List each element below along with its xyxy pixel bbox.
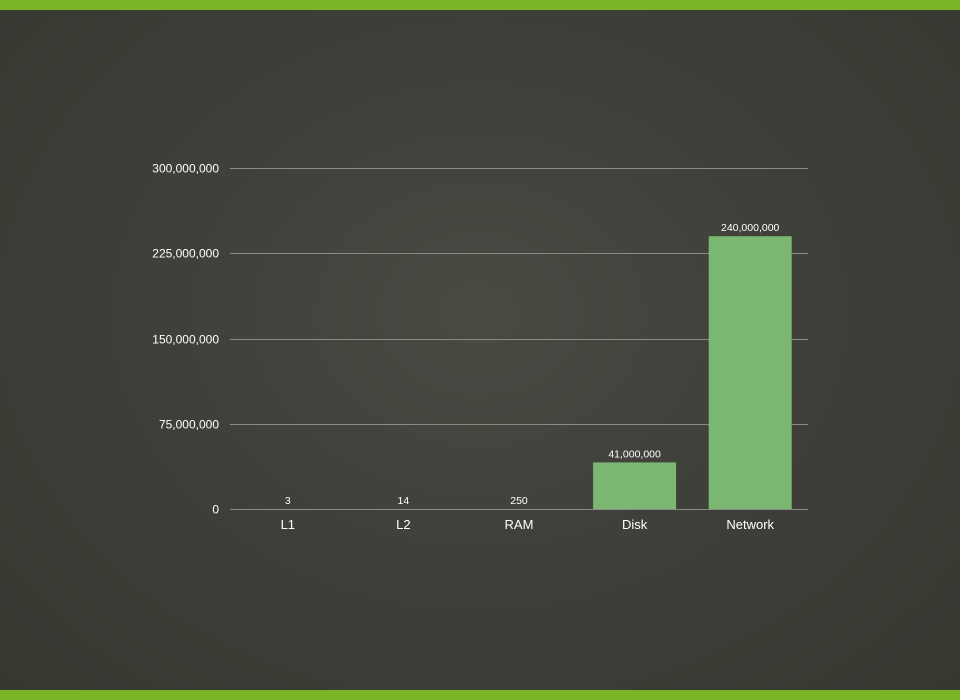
bars — [361, 236, 792, 509]
x-tick-label: RAM — [505, 517, 534, 532]
x-axis-ticks: L1 L2 RAM Disk Network — [281, 517, 775, 532]
data-labels: 3 14 250 41,000,000 240,000,000 — [285, 222, 780, 507]
x-tick-label: L2 — [396, 517, 410, 532]
y-axis-ticks: 0 75,000,000 150,000,000 225,000,000 300,000… — [152, 162, 219, 517]
x-tick-label: L1 — [281, 517, 295, 532]
y-tick-label: 225,000,000 — [152, 247, 219, 261]
data-label: 14 — [398, 495, 410, 507]
bottom-accent-bar — [0, 690, 960, 700]
y-tick-label: 75,000,000 — [159, 418, 219, 432]
data-label: 41,000,000 — [608, 448, 661, 460]
data-label: 3 — [285, 495, 291, 507]
x-tick-label: Disk — [622, 517, 648, 532]
y-tick-label: 150,000,000 — [152, 333, 219, 347]
x-tick-label: Network — [726, 517, 774, 532]
data-label: 240,000,000 — [721, 222, 780, 234]
y-tick-label: 300,000,000 — [152, 162, 219, 176]
bar — [708, 236, 792, 509]
bar — [593, 462, 677, 509]
y-tick-label: 0 — [212, 503, 219, 517]
top-accent-bar — [0, 0, 960, 10]
data-label: 250 — [510, 495, 528, 507]
